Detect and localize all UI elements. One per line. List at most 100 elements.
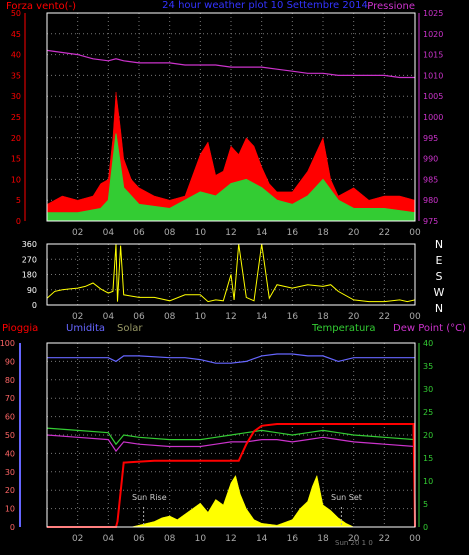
panel3-x-tick-label: 12 [225, 534, 236, 544]
header-humidity: Umidita [66, 323, 105, 334]
series-mean-wind-line [47, 133, 416, 214]
panel1-y-right-tick-label: 1000 [423, 113, 443, 122]
panel3-x-tick-label: 06 [133, 534, 145, 544]
panel2-compass-label: N [435, 238, 443, 251]
panel1-y-left-tick-label: 15 [11, 155, 21, 164]
panel2-x-tick-label: 14 [256, 312, 268, 322]
series-wind-direction-line [46, 243, 416, 303]
panel1-y-right-tick-label: 1005 [423, 92, 443, 101]
panel1-x-tick-label: 12 [225, 228, 236, 238]
panel2-compass-label: S [436, 270, 443, 283]
header-dew-point: Dew Point (°C) [393, 323, 466, 334]
panel3-y-right-tick-label: 35 [423, 362, 433, 371]
panel2-compass-label: N [435, 302, 443, 315]
chart-title: 24 hour weather plot 10 Settembre 2014 [162, 0, 368, 11]
panel3-x-tick-label: 18 [317, 534, 329, 544]
header-temperature: Temperatura [311, 323, 376, 334]
panel1-y-right-tick-label: 995 [423, 134, 438, 143]
panel1-y-left-tick-label: 20 [11, 134, 21, 143]
panel2-compass-label: E [436, 254, 443, 267]
panel1-y-right-tick-label: 980 [423, 196, 438, 205]
panel1-x-tick-label: 16 [287, 228, 299, 238]
panel3-frame [46, 342, 416, 528]
panel3-x-tick-label: 08 [164, 534, 176, 544]
panel1-y-left-tick-label: 35 [11, 71, 21, 80]
panel1-y-right-tick-label: 975 [423, 217, 438, 226]
panel1-x-tick-label: 08 [164, 228, 176, 238]
panel2-x-tick-label: 10 [195, 312, 207, 322]
panel3-y-right-tick-label: 0 [423, 523, 428, 532]
series-dew-point-line [46, 434, 416, 453]
series-humidity-line [47, 353, 415, 364]
panel3-y-left-tick-label: 60 [5, 413, 15, 422]
panel1-y-left-tick-label: 50 [11, 9, 21, 18]
panel2-y-tick-label: 0 [32, 301, 37, 310]
panel2-x-tick-label: 02 [72, 312, 83, 322]
header-wind-force: Forza vento(-) [6, 1, 76, 12]
panel1-x-tick-label: 00 [409, 228, 421, 238]
panel2-y-tick-label: 270 [22, 255, 37, 264]
panel3-x-tick-label: 04 [103, 534, 115, 544]
panel3-y-left-tick-label: 40 [5, 449, 15, 458]
panel2-x-tick-label: 04 [103, 312, 115, 322]
panel3-y-right-tick-label: 5 [423, 500, 428, 509]
panel1-x-tick-label: 22 [379, 228, 390, 238]
panel2-frame [46, 243, 416, 306]
panel1-y-right-tick-label: 1025 [423, 9, 443, 18]
panel1-y-right-tick-label: 1010 [423, 71, 443, 80]
panel1-y-right-tick-label: 985 [423, 175, 438, 184]
panel2-x-tick-label: 20 [348, 312, 360, 322]
panel1-y-right-tick-label: 1020 [423, 30, 443, 39]
panel3-y-right-tick-label: 40 [423, 339, 433, 348]
panel2-y-tick-label: 180 [22, 271, 37, 280]
panel1-x-tick-label: 14 [256, 228, 268, 238]
panel3-y-right-tick-label: 10 [423, 477, 433, 486]
panel-rain-humidity-temp: 0 10 20 30 40 50 60 70 80 90 10 00 5 10 15 20 25 30 35 40 0 2… [0, 339, 433, 544]
panel1-x-tick-label: 20 [348, 228, 360, 238]
panel2-x-tick-label: 16 [287, 312, 299, 322]
panel1-y-left-tick-label: 45 [11, 30, 21, 39]
panel-wind-pressure: 0510152025303540455097598098599099510001… [11, 9, 444, 238]
panel1-x-tick-label: 02 [72, 228, 83, 238]
panel2-x-tick-label: 18 [317, 312, 329, 322]
panel1-y-left-tick-label: 5 [16, 196, 21, 205]
panel1-y-left-tick-label: 40 [11, 51, 21, 60]
panel1-x-tick-label: 04 [103, 228, 115, 238]
panel3-x-tick-label: 10 [195, 534, 207, 544]
panel1-x-tick-label: 10 [195, 228, 207, 238]
panel1-y-right-tick-label: 1015 [423, 51, 443, 60]
panel3-y-right-tick-label: 25 [423, 408, 433, 417]
panel3-y-left-tick-label: 80 [5, 376, 15, 385]
panel1-y-left-tick-label: 0 [16, 217, 21, 226]
panel1-x-tick-label: 06 [133, 228, 145, 238]
panel3-x-tick-label: 00 [409, 534, 421, 544]
panel2-x-tick-label: 12 [225, 312, 236, 322]
panel3-y-right-tick-label: 20 [423, 431, 433, 440]
panel3-y-left-tick-label: 20 [5, 486, 15, 495]
series-temperature-line [46, 427, 416, 446]
panel3-x-tick-label: 14 [256, 534, 268, 544]
panel3-y-right-tick-label: 30 [423, 385, 433, 394]
panel3-y-left-tick-label: 0 [10, 523, 15, 532]
panel3-y-left-tick-label: 90 [5, 357, 15, 366]
panel3-x-tick-label: 20 [348, 534, 360, 544]
annotation-sun-set: Sun Set [331, 493, 362, 502]
panel3-y-left-tick-label: 30 [5, 468, 15, 477]
panel2-y-tick-label: 360 [22, 240, 37, 249]
panel1-y-left-tick-label: 30 [11, 92, 21, 101]
panel3-y-left-tick-label: 50 [5, 431, 15, 440]
series-rain-line [47, 423, 416, 528]
panel2-x-tick-label: 06 [133, 312, 145, 322]
panel2-y-tick-label: 90 [27, 286, 37, 295]
panel3-y-left-tick-label: 70 [5, 394, 15, 403]
header-pressure: Pressione [367, 1, 415, 12]
panel2-x-tick-label: 08 [164, 312, 176, 322]
series-solar-area [47, 474, 415, 528]
panel1-y-left-tick-label: 10 [11, 175, 21, 184]
panel2-x-tick-label: 22 [379, 312, 390, 322]
panel3-y-left-tick-label: 10 [5, 505, 15, 514]
panel1-y-left-tick-label: 25 [11, 113, 21, 122]
panel3-y-right-tick-label: 15 [423, 454, 433, 463]
